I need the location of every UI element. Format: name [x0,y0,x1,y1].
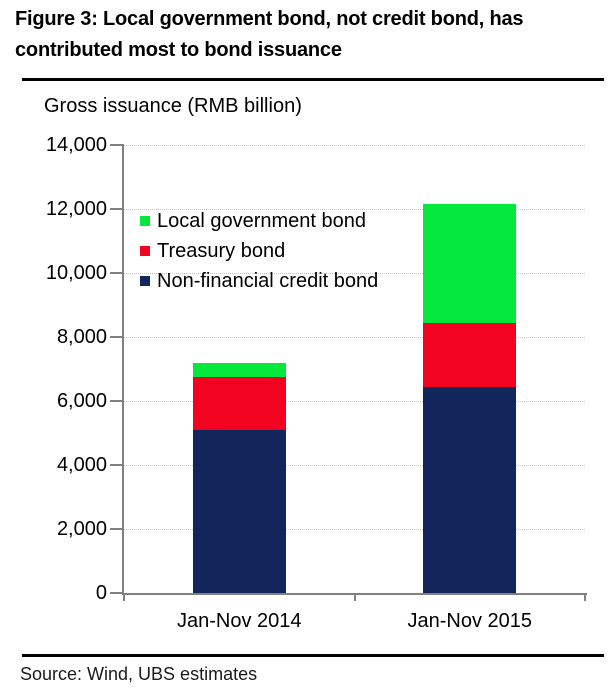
legend-swatch-icon [140,276,150,286]
bar-segment-local-government-bond [192,362,286,377]
y-axis-tick-label: 14,000 [45,134,107,156]
source-note: Source: Wind, UBS estimates [20,664,258,684]
gridline [124,336,585,338]
legend-swatch-icon [140,246,150,256]
y-axis-line [122,145,124,595]
y-axis-tick [110,272,124,274]
top-divider [22,78,604,81]
y-axis-tick [110,144,124,146]
gridline [124,208,585,210]
y-axis-tick-label: 12,000 [45,198,107,220]
x-axis-tick [123,593,125,601]
figure-title: Figure 3: Local government bond, not cre… [15,4,600,66]
x-axis-label-jan-nov-2015: Jan-Nov 2015 [407,610,533,632]
gridline [124,400,585,402]
gridline [124,272,585,274]
legend-label: Treasury bond [157,239,286,262]
bar-segment-non-financial-credit-bond [423,386,517,593]
y-axis-tick [110,464,124,466]
y-axis-tick-label: 6,000 [56,390,107,412]
legend-item-local-government-bond: Local government bond [140,206,378,236]
y-axis-tick-label: 4,000 [56,454,107,476]
y-axis-tick [110,400,124,402]
gridline [124,528,585,530]
y-axis-tick [110,208,124,210]
bottom-divider [22,654,604,657]
legend-item-treasury-bond: Treasury bond [140,236,378,266]
y-axis-tick-label: 8,000 [56,326,107,348]
figure-title-line1: Figure 3: Local government bond, not cre… [15,8,524,30]
y-axis-tick [110,528,124,530]
bar-segment-treasury-bond [192,377,286,430]
legend-swatch-icon [140,216,150,226]
y-axis-title: Gross issuance (RMB billion) [44,95,302,117]
y-axis-tick-label: 0 [95,582,107,604]
x-axis-label-jan-nov-2014: Jan-Nov 2014 [176,610,302,632]
gridline [124,464,585,466]
bar-segment-treasury-bond [423,322,517,387]
legend-label: Non-financial credit bond [157,269,379,292]
y-axis-tick [110,592,124,594]
figure-title-line2: contributed most to bond issuance [15,39,342,61]
legend-label: Local government bond [157,209,367,232]
x-axis-tick [584,593,586,601]
gridline [124,144,585,146]
legend-item-non-financial-credit-bond: Non-financial credit bond [140,266,378,296]
y-axis-tick-label: 2,000 [56,518,107,540]
bar-segment-local-government-bond [423,204,517,323]
x-axis-tick [353,593,356,601]
y-axis-tick-label: 10,000 [45,262,107,284]
legend: Local government bond Treasury bond Non-fi… [140,206,378,296]
y-axis-tick [110,336,124,338]
bar-segment-non-financial-credit-bond [192,429,286,593]
